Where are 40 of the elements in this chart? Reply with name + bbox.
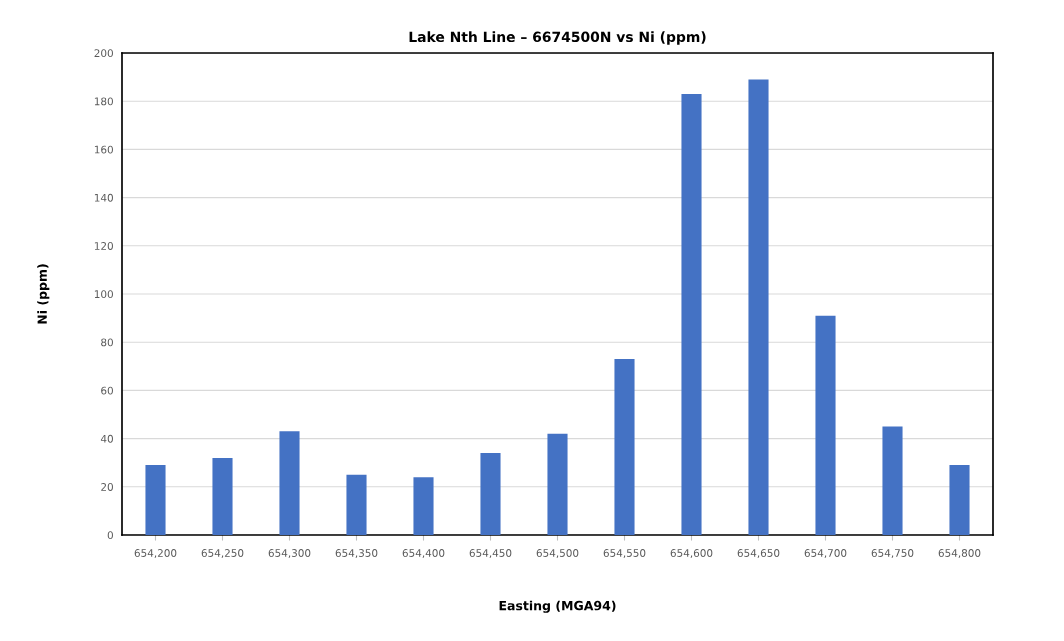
y-axis-title: Ni (ppm): [37, 264, 50, 324]
bar: [212, 457, 233, 535]
x-tick-label: 654,200: [134, 549, 177, 559]
bar: [145, 465, 166, 535]
chart-title: Lake Nth Line – 6674500N vs Ni (ppm): [409, 31, 706, 45]
x-tick-label: 654,600: [670, 549, 713, 559]
x-tick-label: 654,300: [268, 549, 311, 559]
x-tick-label: 654,700: [804, 549, 847, 559]
y-tick-label: 0: [107, 531, 113, 540]
y-tick-label: 200: [94, 49, 113, 58]
bar: [949, 465, 970, 535]
y-tick-label: 140: [94, 193, 113, 202]
bar: [547, 433, 568, 535]
bar: [748, 79, 769, 535]
y-tick-label: 180: [94, 97, 113, 106]
y-tick-label: 80: [101, 338, 113, 347]
x-tick-label: 654,550: [603, 549, 646, 559]
y-tick-label: 40: [100, 434, 113, 443]
bar: [346, 474, 367, 535]
y-tick-label: 60: [101, 386, 113, 395]
x-tick-label: 654,650: [737, 549, 780, 559]
x-tick-label: 654,450: [469, 549, 512, 559]
x-tick-label: 654,750: [871, 549, 914, 559]
y-tick-label: 20: [101, 483, 113, 491]
y-tick-label: 100: [94, 290, 113, 299]
bar: [413, 477, 434, 535]
x-tick-label: 654,400: [402, 549, 445, 559]
bar: [480, 453, 501, 535]
bar: [882, 426, 903, 535]
y-tick-label: 120: [94, 242, 113, 250]
y-tick-label: 160: [94, 145, 113, 154]
bar: [815, 315, 836, 535]
bar: [614, 359, 635, 535]
x-axis-title: Easting (MGA94): [499, 600, 616, 613]
bar: [279, 431, 300, 535]
x-tick-label: 654,500: [536, 549, 579, 559]
bar: [681, 93, 702, 535]
x-tick-label: 654,800: [938, 549, 981, 559]
x-tick-label: 654,350: [335, 549, 378, 559]
x-tick-label: 654,250: [201, 549, 244, 559]
